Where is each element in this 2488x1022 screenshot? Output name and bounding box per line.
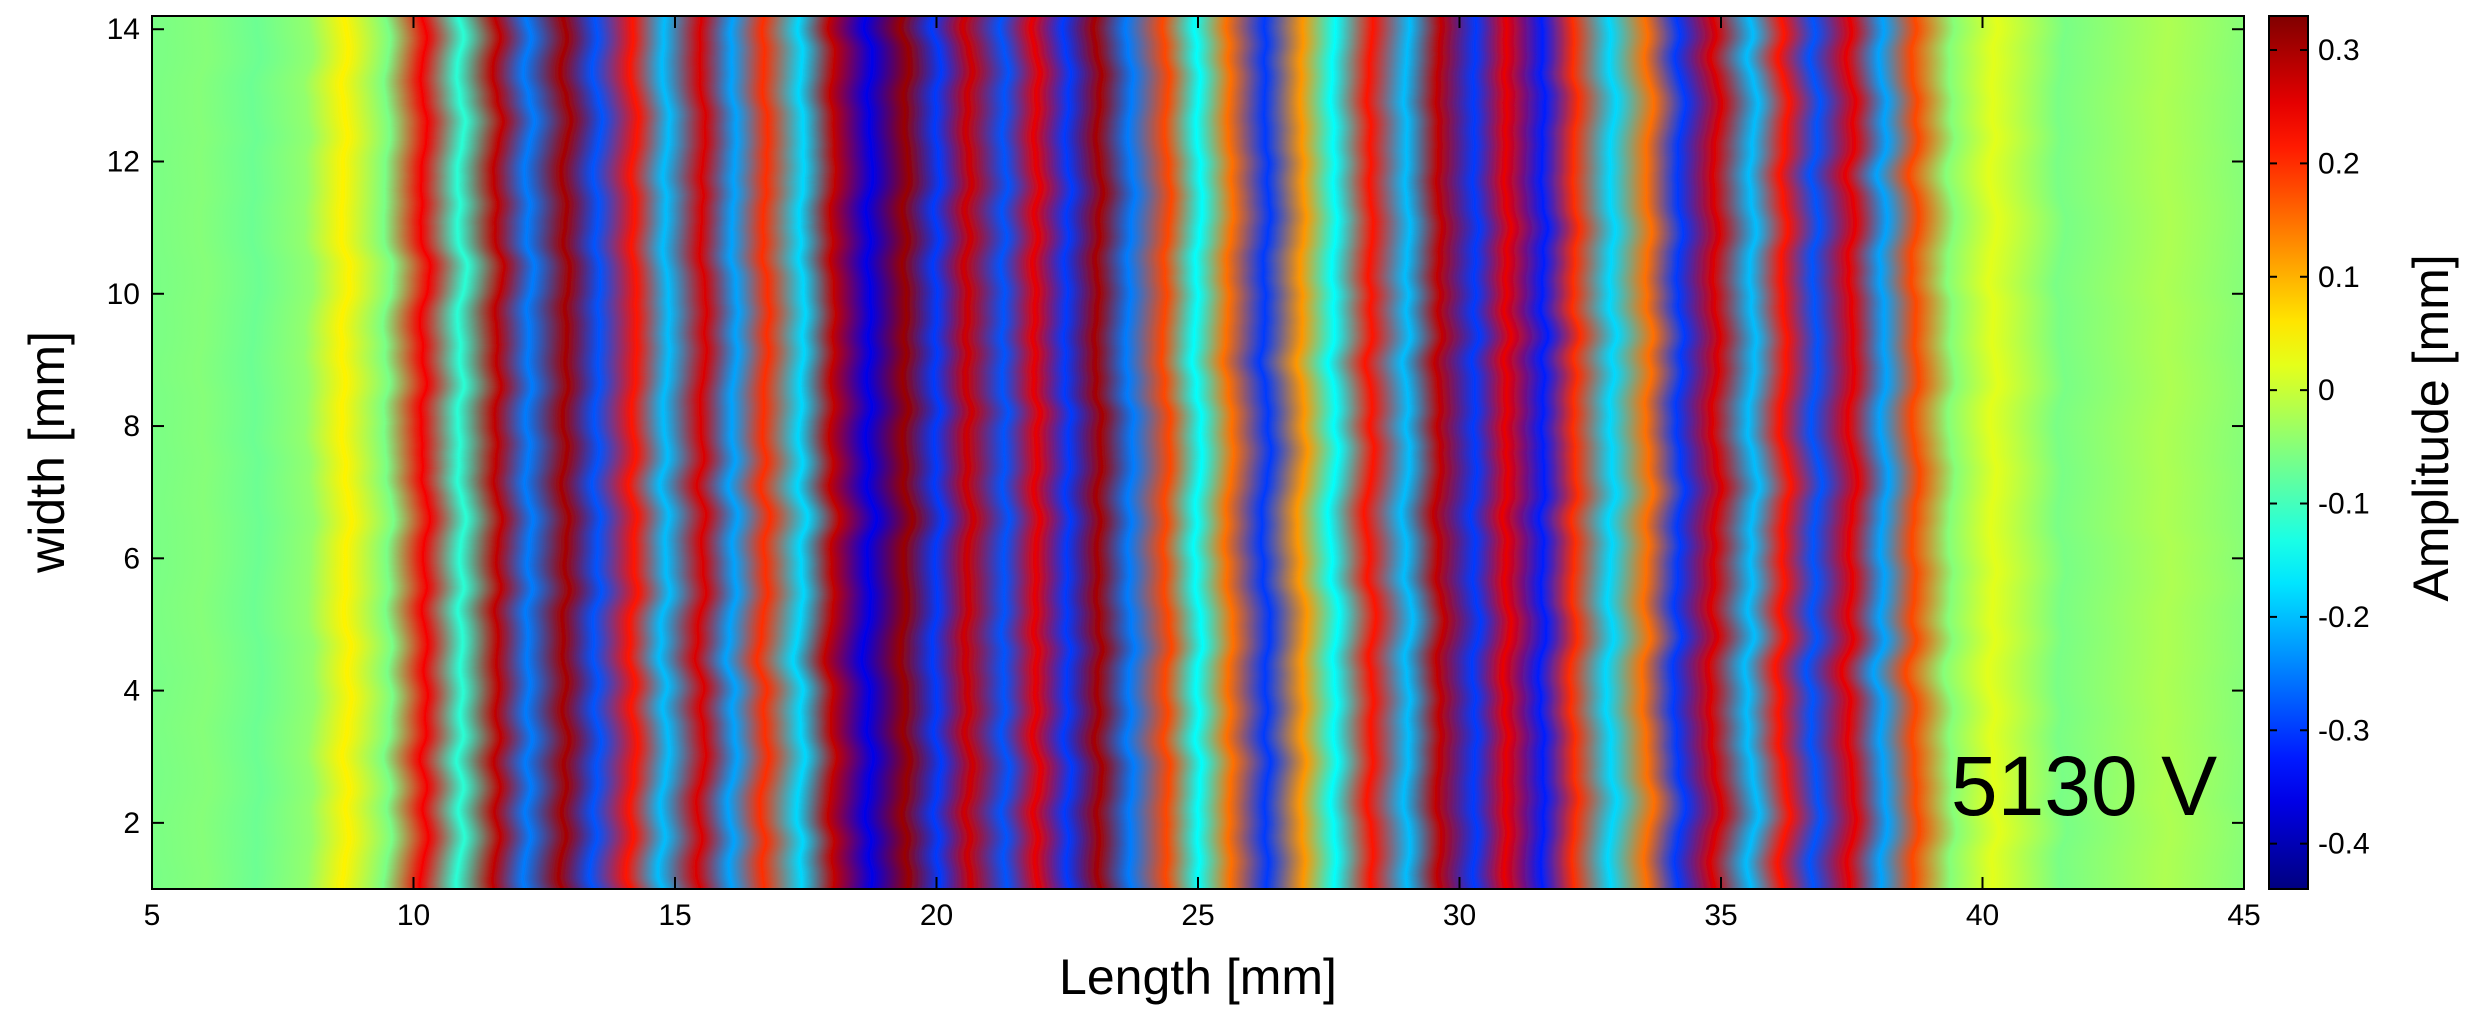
- y-tick-label: 4: [123, 675, 140, 708]
- x-tick-label: 5: [144, 899, 161, 932]
- colorbar-tick-label: 0.3: [2318, 34, 2360, 67]
- x-tick-label: 45: [2227, 899, 2260, 932]
- x-tick-label: 20: [920, 899, 953, 932]
- y-tick-label: 10: [107, 278, 140, 311]
- x-axis-title: Length [mm]: [1059, 949, 1337, 1005]
- y-axis-title: width [mm]: [19, 331, 75, 574]
- colorbar-title: Amplitude [mm]: [2403, 254, 2459, 601]
- x-tick-label: 40: [1966, 899, 1999, 932]
- y-tick-label: 14: [107, 13, 140, 46]
- voltage-annotation: 5130 V: [1951, 739, 2217, 833]
- y-tick-label: 12: [107, 146, 140, 179]
- colorbar-tick-label: -0.3: [2318, 714, 2370, 747]
- colorbar-ticks: 0.3 0.2 0.1 0 -0.1 -0.2 -0.3 -0.4: [2269, 34, 2370, 861]
- colorbar-tick-label: 0: [2318, 374, 2335, 407]
- y-tick-label: 2: [123, 807, 140, 840]
- colorbar: 0.3 0.2 0.1 0 -0.1 -0.2 -0.3 -0.4 Amplitude [mm…: [2268, 15, 2459, 890]
- x-tick-label: 15: [658, 899, 691, 932]
- y-axis: 2 4 6 8 10 12 14: [107, 13, 2244, 840]
- x-tick-label: 25: [1181, 899, 1214, 932]
- x-tick-label: 10: [397, 899, 430, 932]
- x-axis: 5 10 15 20 25 30 35 40 45: [144, 16, 2261, 932]
- colorbar-tick-label: -0.1: [2318, 488, 2370, 521]
- colorbar-scale: [2268, 15, 2309, 890]
- heatmap-field: [152, 16, 2244, 889]
- y-tick-label: 6: [123, 542, 140, 575]
- y-tick-label: 8: [123, 410, 140, 443]
- heatmap-plot-area: [151, 15, 2245, 890]
- colorbar-tick-label: -0.2: [2318, 601, 2370, 634]
- x-tick-label: 35: [1704, 899, 1737, 932]
- colorbar-tick-label: 0.1: [2318, 261, 2360, 294]
- colorbar-tick-label: 0.2: [2318, 147, 2360, 180]
- x-tick-label: 30: [1443, 899, 1476, 932]
- colorbar-tick-label: -0.4: [2318, 828, 2370, 861]
